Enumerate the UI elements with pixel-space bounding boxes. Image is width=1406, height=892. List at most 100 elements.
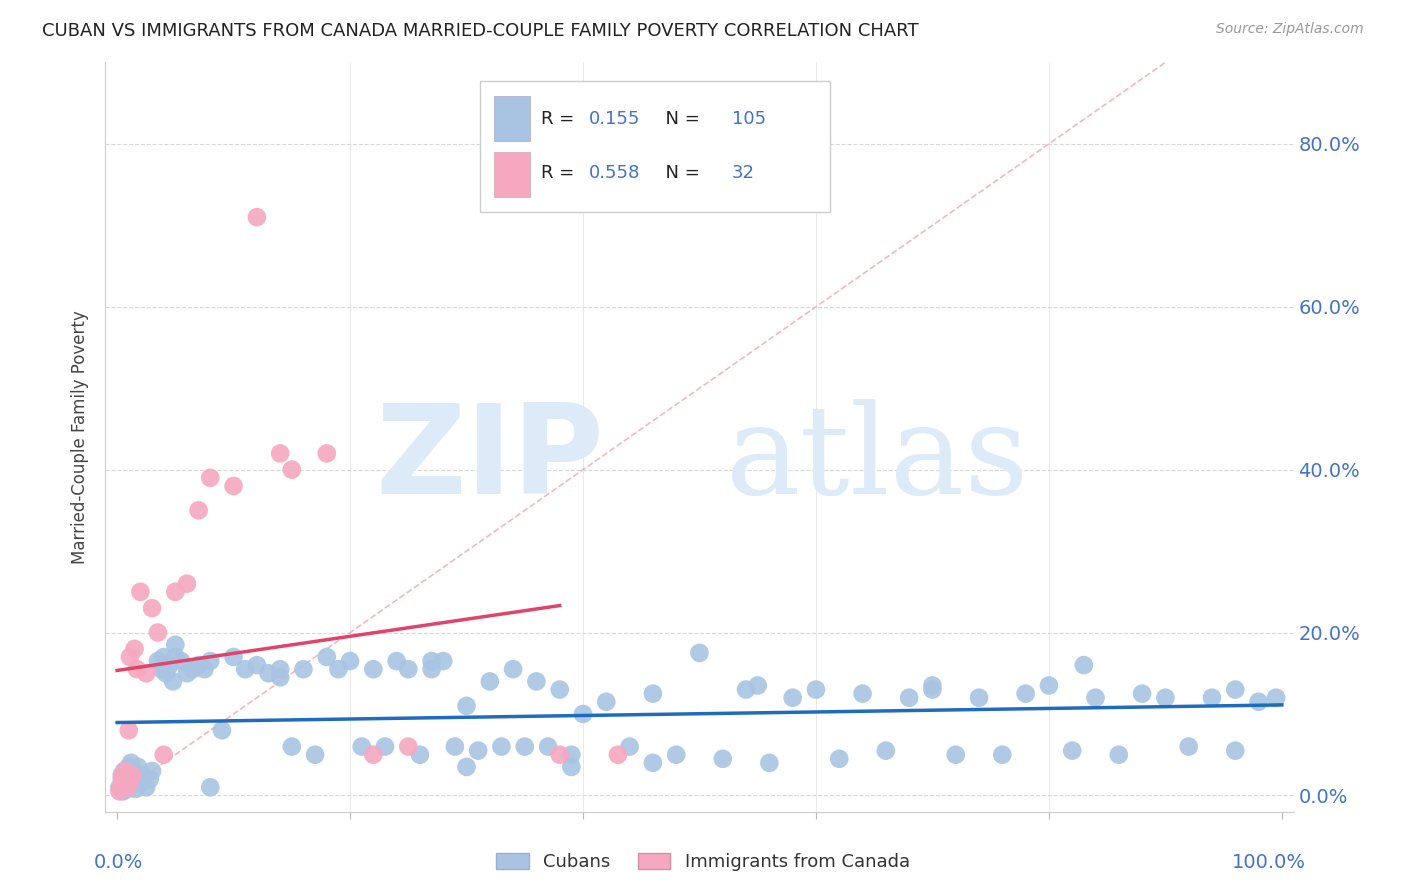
Point	[967, 690, 990, 705]
Point	[170, 654, 193, 668]
Text: 32: 32	[731, 164, 755, 182]
Point	[921, 678, 943, 692]
Point	[233, 662, 256, 676]
Point	[560, 747, 582, 762]
Point	[165, 650, 187, 665]
Point	[665, 747, 688, 762]
Point	[114, 764, 136, 778]
Point	[1014, 687, 1036, 701]
Point	[363, 662, 385, 676]
Point	[548, 682, 571, 697]
Point	[124, 765, 146, 780]
Point	[804, 682, 827, 697]
Text: N =: N =	[654, 110, 706, 128]
Text: ZIP: ZIP	[375, 399, 605, 520]
Point	[176, 576, 198, 591]
Point	[193, 662, 215, 676]
Point	[118, 779, 141, 793]
Point	[363, 747, 385, 762]
Point	[115, 772, 138, 786]
Point	[409, 747, 432, 762]
Legend: Cubans, Immigrants from Canada: Cubans, Immigrants from Canada	[489, 846, 917, 879]
Point	[1084, 690, 1107, 705]
Point	[257, 666, 280, 681]
Point	[689, 646, 711, 660]
Point	[120, 772, 142, 786]
Point	[572, 706, 595, 721]
Point	[132, 768, 155, 782]
Point	[1062, 744, 1084, 758]
Point	[122, 771, 145, 785]
Point	[150, 662, 173, 676]
Point	[1038, 678, 1060, 692]
Point	[735, 682, 758, 697]
Text: 105: 105	[731, 110, 766, 128]
Point	[758, 756, 780, 770]
Point	[111, 772, 134, 786]
Point	[548, 747, 571, 762]
Point	[118, 760, 141, 774]
Point	[456, 698, 478, 713]
Point	[478, 674, 501, 689]
Point	[350, 739, 373, 754]
Point	[945, 747, 967, 762]
Point	[108, 780, 131, 795]
Point	[135, 666, 157, 681]
Point	[200, 780, 222, 795]
Point	[117, 780, 139, 795]
Point	[127, 760, 149, 774]
Point	[112, 776, 135, 790]
Point	[1177, 739, 1199, 754]
Point	[269, 662, 291, 676]
Point	[222, 650, 245, 665]
Point	[292, 662, 315, 676]
Point	[152, 747, 174, 762]
Point	[120, 756, 142, 770]
Point	[1225, 682, 1247, 697]
Point	[281, 739, 304, 754]
Point	[456, 760, 478, 774]
Point	[121, 768, 143, 782]
Point	[269, 670, 291, 684]
Point	[491, 739, 513, 754]
Point	[537, 739, 560, 754]
Point	[200, 471, 222, 485]
Point	[114, 776, 136, 790]
Point	[115, 772, 138, 786]
Point	[444, 739, 467, 754]
Point	[607, 747, 630, 762]
Point	[396, 739, 419, 754]
Point	[200, 654, 222, 668]
Point	[875, 744, 897, 758]
Point	[124, 641, 146, 656]
Point	[118, 723, 141, 738]
Point	[782, 690, 804, 705]
Point	[269, 446, 291, 460]
Point	[118, 650, 141, 665]
Point	[385, 654, 408, 668]
Bar	[494, 153, 530, 197]
Point	[432, 654, 454, 668]
Point	[108, 784, 131, 798]
Point	[146, 654, 169, 668]
Point	[176, 666, 198, 681]
Text: Source: ZipAtlas.com: Source: ZipAtlas.com	[1216, 22, 1364, 37]
Point	[315, 650, 337, 665]
Point	[110, 780, 132, 795]
Point	[526, 674, 548, 689]
Point	[135, 780, 157, 795]
Point	[513, 739, 536, 754]
Point	[711, 752, 734, 766]
Point	[1073, 658, 1095, 673]
Point	[374, 739, 396, 754]
Point	[641, 687, 664, 701]
Point	[851, 687, 873, 701]
Bar	[494, 96, 530, 141]
Point	[1247, 695, 1270, 709]
Point	[420, 662, 443, 676]
Point	[152, 650, 174, 665]
Point	[246, 658, 269, 673]
Point	[315, 446, 337, 460]
Point	[991, 747, 1014, 762]
Text: CUBAN VS IMMIGRANTS FROM CANADA MARRIED-COUPLE FAMILY POVERTY CORRELATION CHART: CUBAN VS IMMIGRANTS FROM CANADA MARRIED-…	[42, 22, 918, 40]
